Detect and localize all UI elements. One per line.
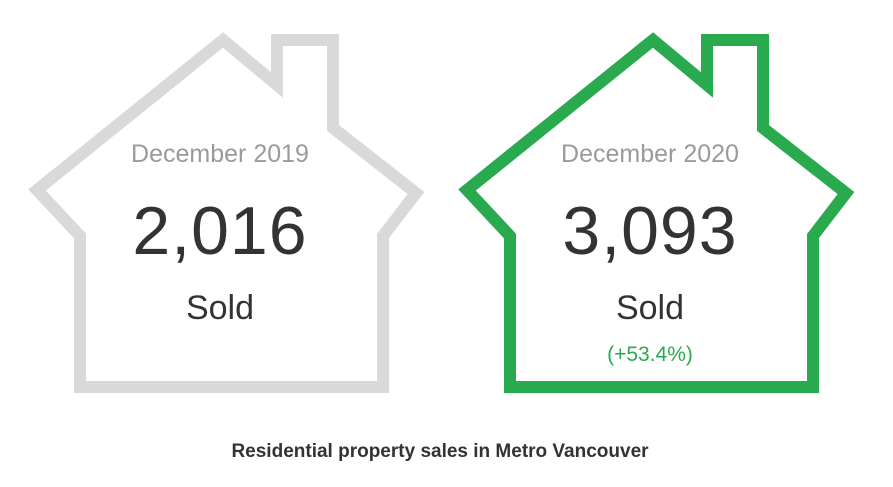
house-outline-icon xyxy=(28,32,425,393)
house-outline-icon xyxy=(458,32,855,393)
sales-value: 3,093 xyxy=(562,193,738,269)
house-outline-path xyxy=(28,32,425,393)
chart-caption: Residential property sales in Metro Vanc… xyxy=(231,441,649,462)
sales-value: 2,016 xyxy=(132,193,308,269)
sales-unit-label: Sold xyxy=(185,289,255,327)
period-label: December 2020 xyxy=(561,140,739,168)
change-percent-label: (+53.4%) xyxy=(607,343,693,366)
period-label: December 2019 xyxy=(131,140,309,168)
house-card-december-2020: December 2020 3,093 Sold (+53.4%) xyxy=(430,0,870,410)
house-outline-path xyxy=(458,32,855,393)
house-card-december-2019: December 2019 2,016 Sold xyxy=(0,0,440,410)
sales-unit-label: Sold xyxy=(615,289,685,327)
